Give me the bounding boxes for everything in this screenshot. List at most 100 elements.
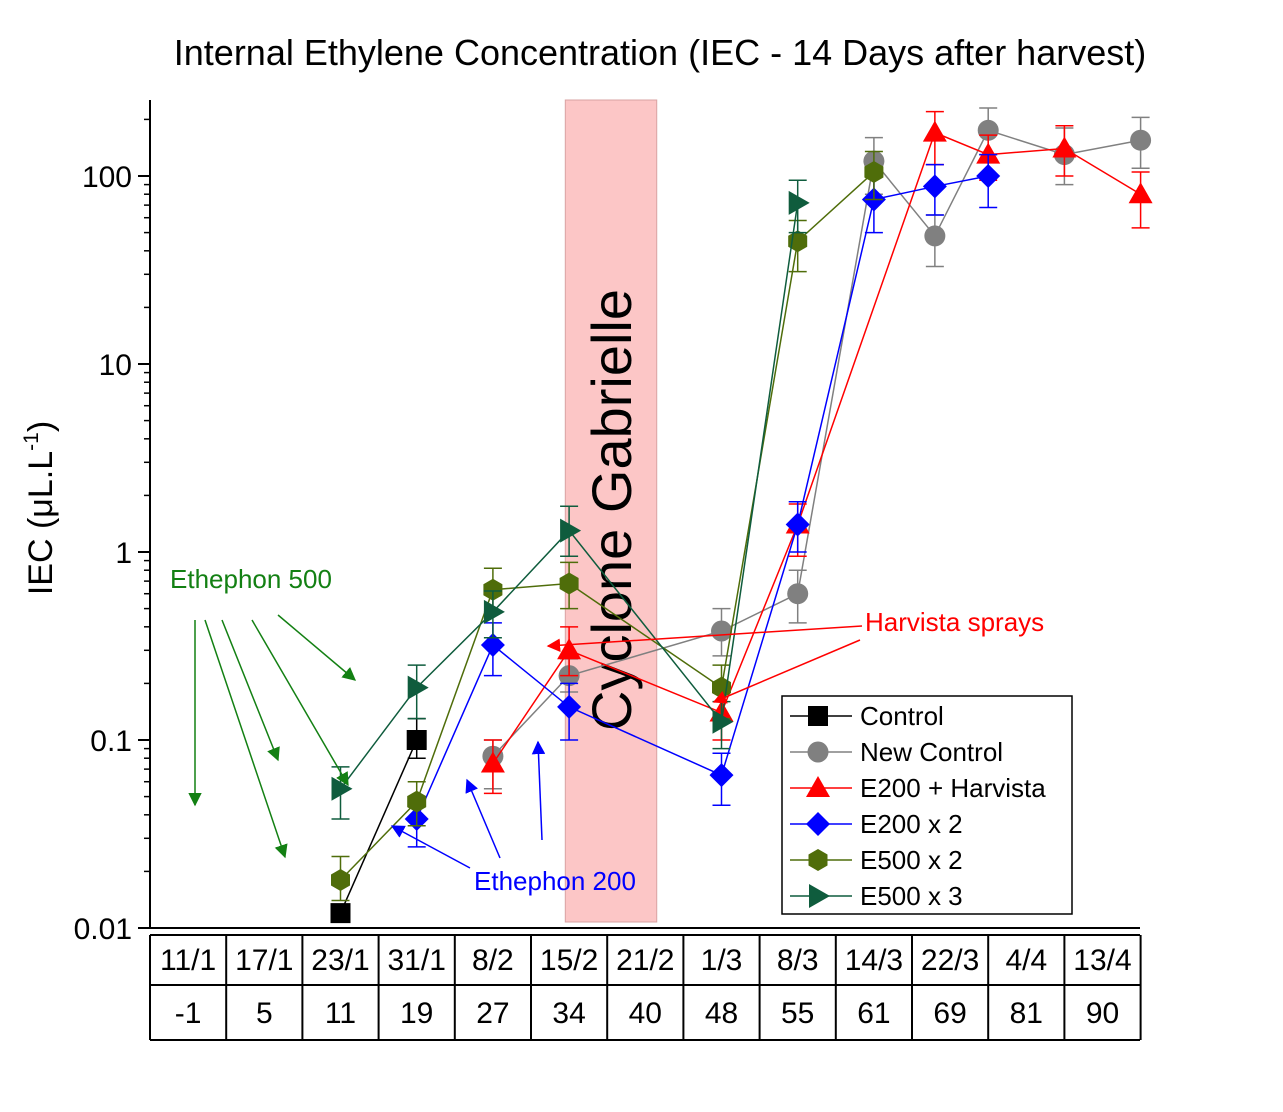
cyclone-label: Cyclone Gabrielle: [580, 289, 643, 731]
x-date-label: 23/1: [311, 944, 369, 977]
x-day-label: 11: [325, 997, 356, 1030]
axes: 0.01 0.1 1 10 100 IEC (μL.L-1): [20, 100, 1140, 946]
annotation-harvista: Harvista sprays: [865, 607, 1044, 637]
x-date-label: 8/2: [472, 944, 514, 977]
x-day-label: 40: [629, 997, 662, 1030]
x-date-label: 21/2: [616, 944, 674, 977]
data-point: [330, 903, 351, 924]
x-date-label: 4/4: [1005, 944, 1047, 977]
data-point: [976, 164, 1001, 188]
data-point: [709, 763, 734, 788]
data-point: [557, 694, 582, 719]
data-point: [864, 161, 884, 183]
annotation-ethephon-200: Ethephon 200: [474, 866, 636, 896]
legend-label: E200 + Harvista: [860, 773, 1046, 803]
y-tick-label: 0.1: [90, 725, 132, 758]
legend: Control New Control E200 + Harvista E200 x …: [781, 695, 1073, 915]
data-point: [406, 730, 427, 750]
legend-marker: [809, 884, 830, 908]
legend-marker: [806, 776, 830, 797]
x-date-label: 11/1: [160, 944, 216, 977]
cyclone-event-layer: Cyclone Gabrielle: [564, 99, 658, 923]
annotation-arrow: [712, 639, 861, 704]
data-point: [560, 518, 582, 543]
series-line: [339, 739, 418, 914]
series-layer: [330, 107, 1153, 924]
data-point: [787, 583, 809, 605]
data-point: [712, 709, 734, 734]
x-day-label: 69: [933, 997, 966, 1030]
y-axis-title: IEC (μL.L-1): [20, 421, 60, 595]
data-point: [483, 578, 503, 601]
data-point: [407, 675, 429, 700]
data-point: [924, 225, 946, 247]
x-date-label: 13/4: [1073, 944, 1131, 977]
x-day-label: -1: [175, 997, 202, 1030]
legend-label: Control: [860, 701, 944, 731]
data-point: [1128, 182, 1153, 204]
legend-label: E500 x 2: [860, 845, 963, 875]
legend-box: [781, 695, 1073, 915]
data-point: [480, 751, 505, 773]
data-point: [480, 633, 505, 658]
legend-label: E200 x 2: [860, 809, 963, 839]
x-axis-table: 11/1 17/1 23/1 31/1 8/2 15/2 21/2 1/3 8/3 14/3 22/…: [149, 934, 1142, 1041]
x-date-label: 17/1: [235, 944, 293, 977]
annotation-arrow: [277, 614, 357, 681]
series-line: [492, 131, 1141, 764]
data-point: [559, 572, 579, 595]
x-date-label: 22/3: [921, 944, 979, 977]
data-point: [922, 120, 947, 142]
x-day-label: 55: [781, 997, 814, 1030]
x-day-label: 27: [476, 997, 509, 1030]
data-point: [1052, 136, 1077, 158]
y-tick-label: 10: [99, 349, 132, 382]
x-date-label: 1/3: [701, 944, 743, 977]
annotation-arrow: [204, 619, 288, 859]
legend-marker: [807, 741, 829, 763]
series-4: [331, 150, 884, 902]
annotation-arrow: [390, 825, 471, 869]
annotation-arrow: [465, 778, 501, 859]
legend-label: New Control: [860, 737, 1003, 767]
data-point: [557, 638, 582, 660]
y-tick-label: 100: [82, 161, 132, 194]
data-point: [976, 142, 1001, 164]
data-point: [785, 512, 810, 537]
data-point: [922, 174, 947, 199]
data-point: [483, 599, 505, 624]
x-day-label: 19: [400, 997, 433, 1030]
data-point: [711, 620, 732, 642]
chart-title: Internal Ethylene Concentration (IEC - 1…: [174, 32, 1146, 73]
data-point: [331, 869, 350, 891]
x-date-label: 31/1: [388, 944, 446, 977]
annotation-arrow: [531, 740, 546, 841]
annotations: Ethephon 500 Ethephon 200 Harvista sprays: [170, 564, 1044, 896]
series-line: [339, 202, 799, 790]
annotation-arrow: [251, 619, 349, 787]
y-tick-label: 0.01: [74, 913, 132, 946]
data-point: [1130, 129, 1152, 151]
x-day-label: 61: [857, 997, 890, 1030]
series-line: [416, 175, 989, 820]
y-tick-label: 1: [115, 537, 132, 570]
annotation-arrow: [221, 619, 280, 762]
annotation-ethephon-500: Ethephon 500: [170, 564, 332, 594]
x-date-label: 15/2: [540, 944, 598, 977]
legend-label: E500 x 3: [860, 881, 963, 911]
legend-marker: [806, 812, 830, 836]
x-day-label: 48: [705, 997, 738, 1030]
data-point: [788, 190, 810, 215]
x-day-label: 90: [1086, 997, 1119, 1030]
series-0: [330, 717, 427, 924]
legend-marker: [808, 849, 828, 871]
data-point: [407, 790, 427, 813]
x-day-label: 34: [552, 997, 585, 1030]
cyclone-band: [564, 99, 658, 923]
data-point: [331, 776, 353, 801]
x-day-label: 5: [256, 997, 273, 1030]
x-date-label: 8/3: [777, 944, 819, 977]
legend-marker: [808, 706, 828, 726]
x-day-label: 81: [1010, 997, 1043, 1030]
